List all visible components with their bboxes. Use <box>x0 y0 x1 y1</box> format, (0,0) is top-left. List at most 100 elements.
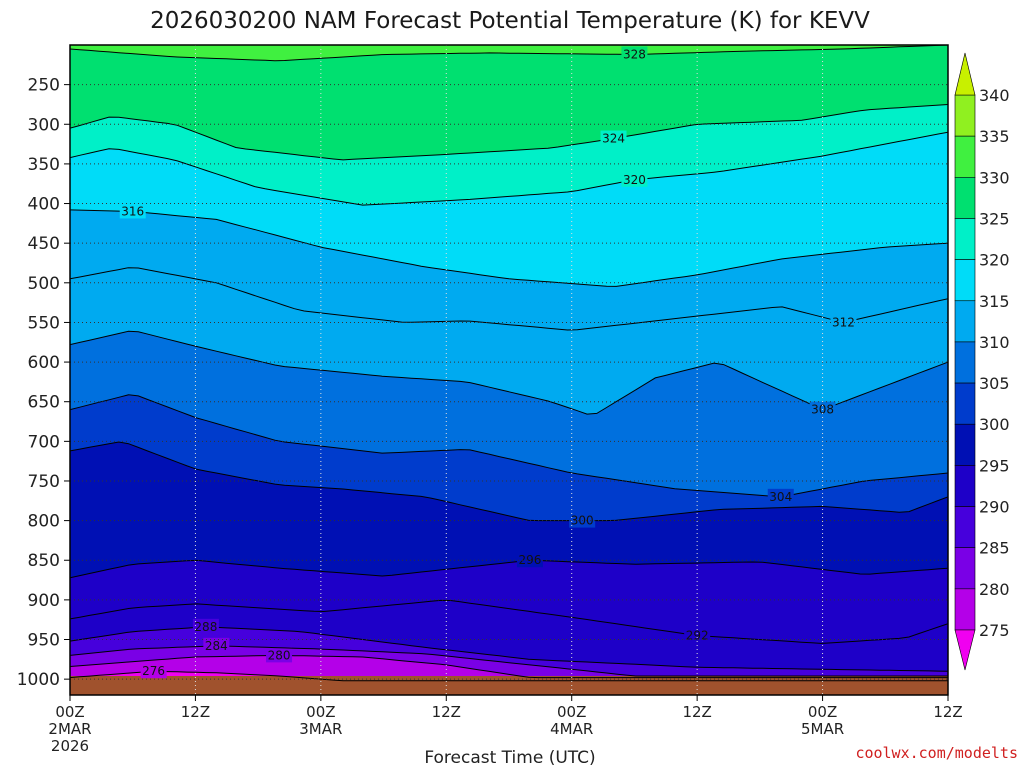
isentrope-280 <box>70 654 948 679</box>
isentrope-276 <box>70 670 948 682</box>
y-tick-label-350: 350 <box>28 155 60 175</box>
colorbar-top-arrow <box>954 52 976 96</box>
colorbar-swatch-11 <box>954 547 976 590</box>
colorbar-label-320: 320 <box>979 251 1010 270</box>
isentrope-label-304: 304 <box>769 490 792 504</box>
band-284-288 <box>70 626 948 676</box>
y-tick-label-950: 950 <box>28 631 60 651</box>
x-tick-label-84-0: 12Z <box>933 703 962 721</box>
colorbar-label-285: 285 <box>979 539 1010 558</box>
y-tick-label-300: 300 <box>28 115 60 135</box>
colorbar-label-340: 340 <box>979 86 1010 105</box>
band-296-300 <box>70 441 948 578</box>
x-tick-label-48-1: 4MAR <box>550 720 593 738</box>
y-tick-label-900: 900 <box>28 591 60 611</box>
colorbar-swatch-10 <box>954 506 976 548</box>
colorbar-label-335: 335 <box>979 127 1010 146</box>
isentrope-296 <box>70 559 948 579</box>
colorbar: 340 335 330 325 320 315 310 305 300 295 290 285 280 2… <box>954 52 1010 671</box>
colorbar-swatch-9 <box>954 465 976 507</box>
colorbar-label-330: 330 <box>979 168 1010 187</box>
band-324-328 <box>70 45 948 160</box>
isentrope-label-bg <box>621 46 648 62</box>
colorbar-swatch-0 <box>954 94 976 137</box>
plot-frame <box>69 44 949 696</box>
isentrope-label-bg <box>767 488 794 504</box>
y-tick-label-1000: 1000 <box>17 670 60 690</box>
isentrope-label-bg <box>119 203 146 219</box>
chart-title: 2026030200 NAM Forecast Potential Temper… <box>150 8 870 34</box>
x-axis-label: Forecast Time (UTC) <box>424 748 595 768</box>
y-tick-label-650: 650 <box>28 393 60 413</box>
isentrope-label-324: 324 <box>602 132 625 146</box>
isentrope-label-284: 284 <box>205 639 228 653</box>
isentrope-328 <box>70 45 948 62</box>
isentrope-label-bg <box>516 552 543 568</box>
credit-text: coolwx.com/modelts <box>855 744 1018 762</box>
colorbar-label-280: 280 <box>979 580 1010 599</box>
isentrope-label-328: 328 <box>623 48 646 62</box>
x-tick-label-72-0: 00Z <box>808 703 837 721</box>
isentrope-label-bg <box>203 637 230 653</box>
band-288-292 <box>70 600 948 672</box>
isentrope-label-280: 280 <box>268 648 291 662</box>
isentrope-304 <box>70 394 948 498</box>
colorbar-label-325: 325 <box>979 209 1010 228</box>
colorbar-label-305: 305 <box>979 374 1010 393</box>
isentrope-label-bg <box>266 647 293 663</box>
x-tick-label-24-1: 3MAR <box>299 720 342 738</box>
isentrope-label-bg <box>192 618 219 634</box>
isentrope-label-bg <box>600 130 627 146</box>
isentrope-312 <box>70 267 948 331</box>
y-tick-label-850: 850 <box>28 551 60 571</box>
y-tick-label-250: 250 <box>28 76 60 96</box>
colorbar-swatch-7 <box>954 382 976 425</box>
x-tick-label-0-0: 00Z <box>55 703 84 721</box>
isentrope-320 <box>70 131 948 206</box>
colorbar-label-315: 315 <box>979 292 1010 311</box>
x-tick-label-0-2: 2026 <box>51 737 89 755</box>
colorbar-swatch-1 <box>954 135 976 178</box>
colorbar-swatch-12 <box>954 588 976 631</box>
colorbar-swatch-4 <box>954 259 976 302</box>
y-tick-label-750: 750 <box>28 472 60 492</box>
isentrope-label-320: 320 <box>623 173 646 187</box>
isentrope-label-bg <box>140 663 167 679</box>
isentrope-292 <box>70 599 948 644</box>
colorbar-label-290: 290 <box>979 498 1010 517</box>
colorbar-label-275: 275 <box>979 621 1010 640</box>
y-tick-label-500: 500 <box>28 274 60 294</box>
colorbar-swatch-3 <box>954 218 976 260</box>
gridlines <box>70 45 948 695</box>
isentrope-label-bg <box>830 314 857 330</box>
colorbar-label-300: 300 <box>979 415 1010 434</box>
x-tick-label-60-0: 12Z <box>682 703 711 721</box>
band-320-324 <box>70 104 948 206</box>
band-312-316 <box>70 209 948 330</box>
colorbar-swatch-8 <box>954 423 976 466</box>
colorbar-label-295: 295 <box>979 456 1010 475</box>
isentrope-label-276: 276 <box>142 664 165 678</box>
y-axis: 250 300 350 400 450 500 550 600 650 700 750 800 850 9… <box>17 76 70 690</box>
plot-area: 2762802842882922963003043083123163203243… <box>69 44 949 696</box>
x-tick-label-48-0: 00Z <box>557 703 586 721</box>
y-tick-label-400: 400 <box>28 195 60 215</box>
filled-contour-bands <box>70 45 948 695</box>
isentrope-label-316: 316 <box>121 204 144 218</box>
isentrope-316 <box>70 209 948 287</box>
isentrope-label-312: 312 <box>832 315 855 329</box>
isentrope-label-288: 288 <box>194 620 217 634</box>
isentrope-308 <box>70 330 948 415</box>
band-304-308 <box>70 331 948 497</box>
colorbar-swatch-2 <box>954 177 976 219</box>
ground-surface <box>70 676 948 695</box>
colorbar-swatch-5 <box>954 300 976 343</box>
isentrope-label-296: 296 <box>518 553 541 567</box>
colorbar-swatch-6 <box>954 341 976 384</box>
isentrope-300 <box>70 441 948 522</box>
isentrope-label-292: 292 <box>686 629 709 643</box>
isentrope-label-bg <box>684 627 711 643</box>
y-tick-label-600: 600 <box>28 353 60 373</box>
x-tick-label-12-0: 12Z <box>181 703 210 721</box>
